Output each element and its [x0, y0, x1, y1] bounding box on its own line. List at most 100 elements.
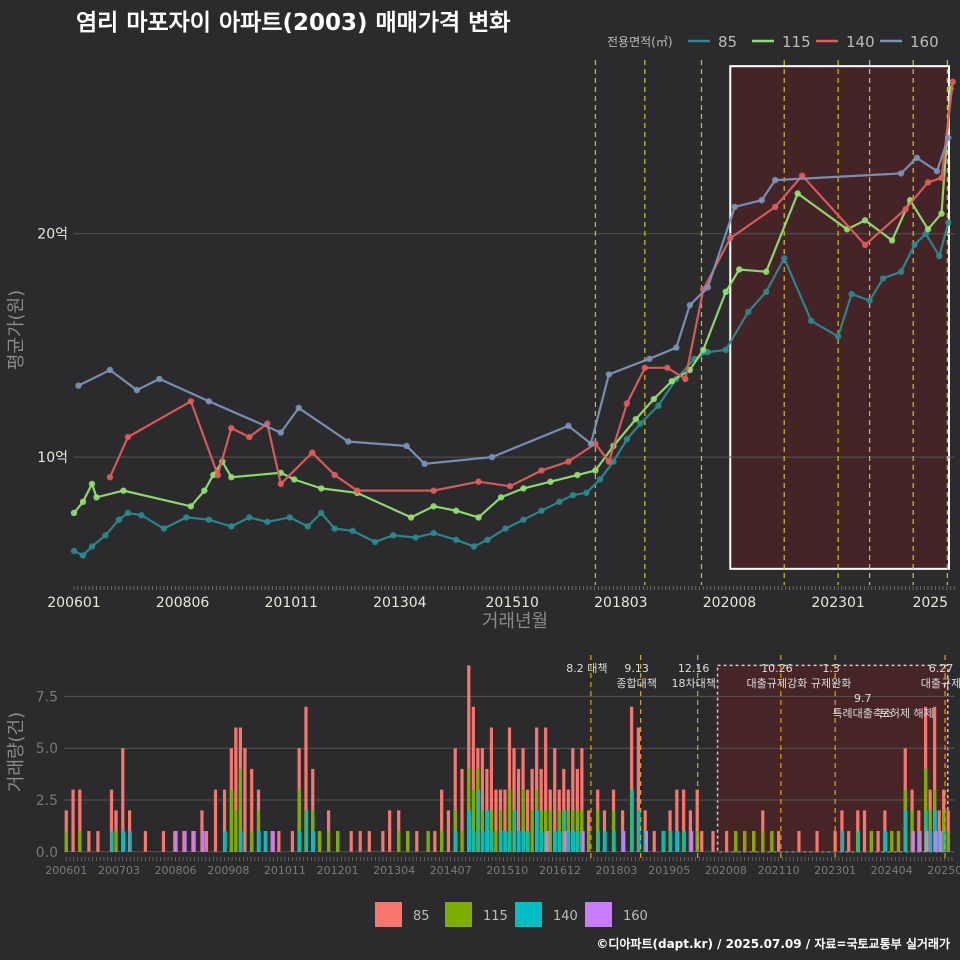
data-point-160: [344, 438, 352, 445]
volume-bar-85: [87, 831, 91, 852]
volume-bar-140: [264, 831, 268, 852]
volume-bar-140: [567, 831, 571, 852]
y-axis-title: 평균가(원): [6, 290, 27, 370]
data-point-85: [124, 509, 132, 517]
data-point-85: [911, 241, 918, 249]
volume-bar-115: [440, 831, 444, 852]
volume-bar-140: [558, 831, 562, 852]
volume-bar-140: [553, 831, 557, 852]
volume-x-tick-label: 201803: [596, 864, 638, 877]
data-point-85: [228, 523, 235, 530]
data-point-85: [205, 516, 213, 523]
event-label: 8.2 대책: [566, 662, 607, 675]
volume-bar-85: [675, 789, 679, 852]
data-point-115: [452, 507, 460, 514]
data-point-85: [138, 512, 145, 519]
volume-bar-115: [406, 831, 410, 852]
volume-bar-140: [311, 831, 315, 852]
volume-bar-140: [485, 810, 490, 852]
data-point-85: [848, 290, 855, 298]
data-point-140: [924, 179, 932, 186]
volume-y-axis-title: 거래량(건): [6, 712, 27, 792]
volume-bar-160: [690, 831, 694, 852]
volume-bar-140: [513, 810, 517, 852]
volume-bar-85: [453, 748, 457, 852]
volume-bar-140: [526, 831, 530, 852]
volume-bar-140: [612, 831, 616, 852]
data-point-140: [187, 398, 195, 405]
volume-bar-140: [603, 831, 607, 852]
data-point-140: [124, 433, 132, 441]
data-point-115: [497, 494, 505, 501]
volume-bar-115: [250, 831, 254, 852]
event-label: 6.27: [929, 662, 954, 675]
data-point-140: [106, 474, 114, 481]
volume-bar-115: [743, 831, 747, 852]
volume-bar-85: [121, 748, 125, 852]
data-point-140: [228, 424, 235, 432]
data-point-85: [866, 297, 873, 304]
volume-bar-85: [349, 831, 353, 852]
volume-bar-85: [489, 727, 494, 852]
event-label: 규제완화: [811, 677, 851, 690]
volume-bar-140: [630, 789, 634, 852]
volume-bar-85: [71, 789, 75, 852]
data-point-160: [605, 371, 613, 378]
volume-bar-85: [234, 727, 238, 852]
data-point-115: [650, 395, 658, 403]
volume-bar-160: [911, 831, 915, 852]
data-point-85: [484, 536, 491, 543]
data-point-115: [547, 478, 554, 485]
data-point-115: [763, 268, 770, 275]
data-point-85: [79, 552, 87, 559]
data-point-85: [304, 523, 311, 530]
volume-bar-85: [797, 831, 801, 852]
volume-bar-115: [695, 831, 699, 852]
data-point-85: [610, 458, 617, 465]
volume-x-tick-label: 201201: [317, 864, 359, 877]
data-point-85: [569, 491, 577, 499]
data-point-160: [587, 440, 595, 447]
data-point-85: [583, 489, 590, 497]
data-point-115: [794, 190, 801, 197]
volume-bar-140: [454, 831, 458, 852]
volume-bar-85: [480, 748, 484, 852]
volume-x-tick-label: 200908: [207, 864, 249, 877]
volume-bar-160: [183, 831, 187, 852]
data-point-85: [183, 514, 190, 521]
data-point-140: [506, 482, 514, 490]
data-point-115: [668, 377, 676, 385]
legend2-label-115: 115: [483, 909, 508, 924]
data-point-160: [945, 134, 952, 141]
data-point-140: [309, 449, 316, 456]
volume-bar-140: [904, 810, 908, 852]
data-point-140: [682, 375, 689, 383]
volume-bar-85: [862, 810, 867, 852]
data-point-115: [574, 471, 581, 479]
credit-text: ©디아파트(dapt.kr) / 2025.07.09 / 자료=국토교통부 실…: [596, 936, 950, 951]
data-point-115: [592, 467, 599, 474]
y-tick-label: 20억: [37, 227, 68, 243]
volume-bar-85: [161, 831, 166, 852]
volume-bar-85: [143, 831, 148, 852]
volume-bar-85: [525, 789, 530, 852]
volume-bar-85: [204, 831, 209, 852]
legend-label-140: 140: [846, 33, 875, 51]
volume-bar-85: [304, 706, 308, 852]
volume-bar-115: [946, 831, 950, 852]
volume-bar-115: [78, 831, 82, 852]
volume-bar-85: [433, 831, 437, 852]
volume-bar-85: [833, 831, 837, 852]
x-tick-label: 201510: [486, 595, 539, 611]
data-point-85: [331, 525, 338, 532]
data-point-115: [201, 487, 208, 494]
volume-bar-115: [297, 789, 301, 852]
volume-bar-140: [128, 831, 132, 852]
data-point-85: [879, 275, 887, 282]
data-point-115: [736, 266, 743, 273]
data-point-140: [772, 203, 779, 211]
data-point-115: [88, 480, 96, 488]
event-label: 18차대책: [671, 677, 715, 690]
data-point-160: [133, 386, 141, 394]
